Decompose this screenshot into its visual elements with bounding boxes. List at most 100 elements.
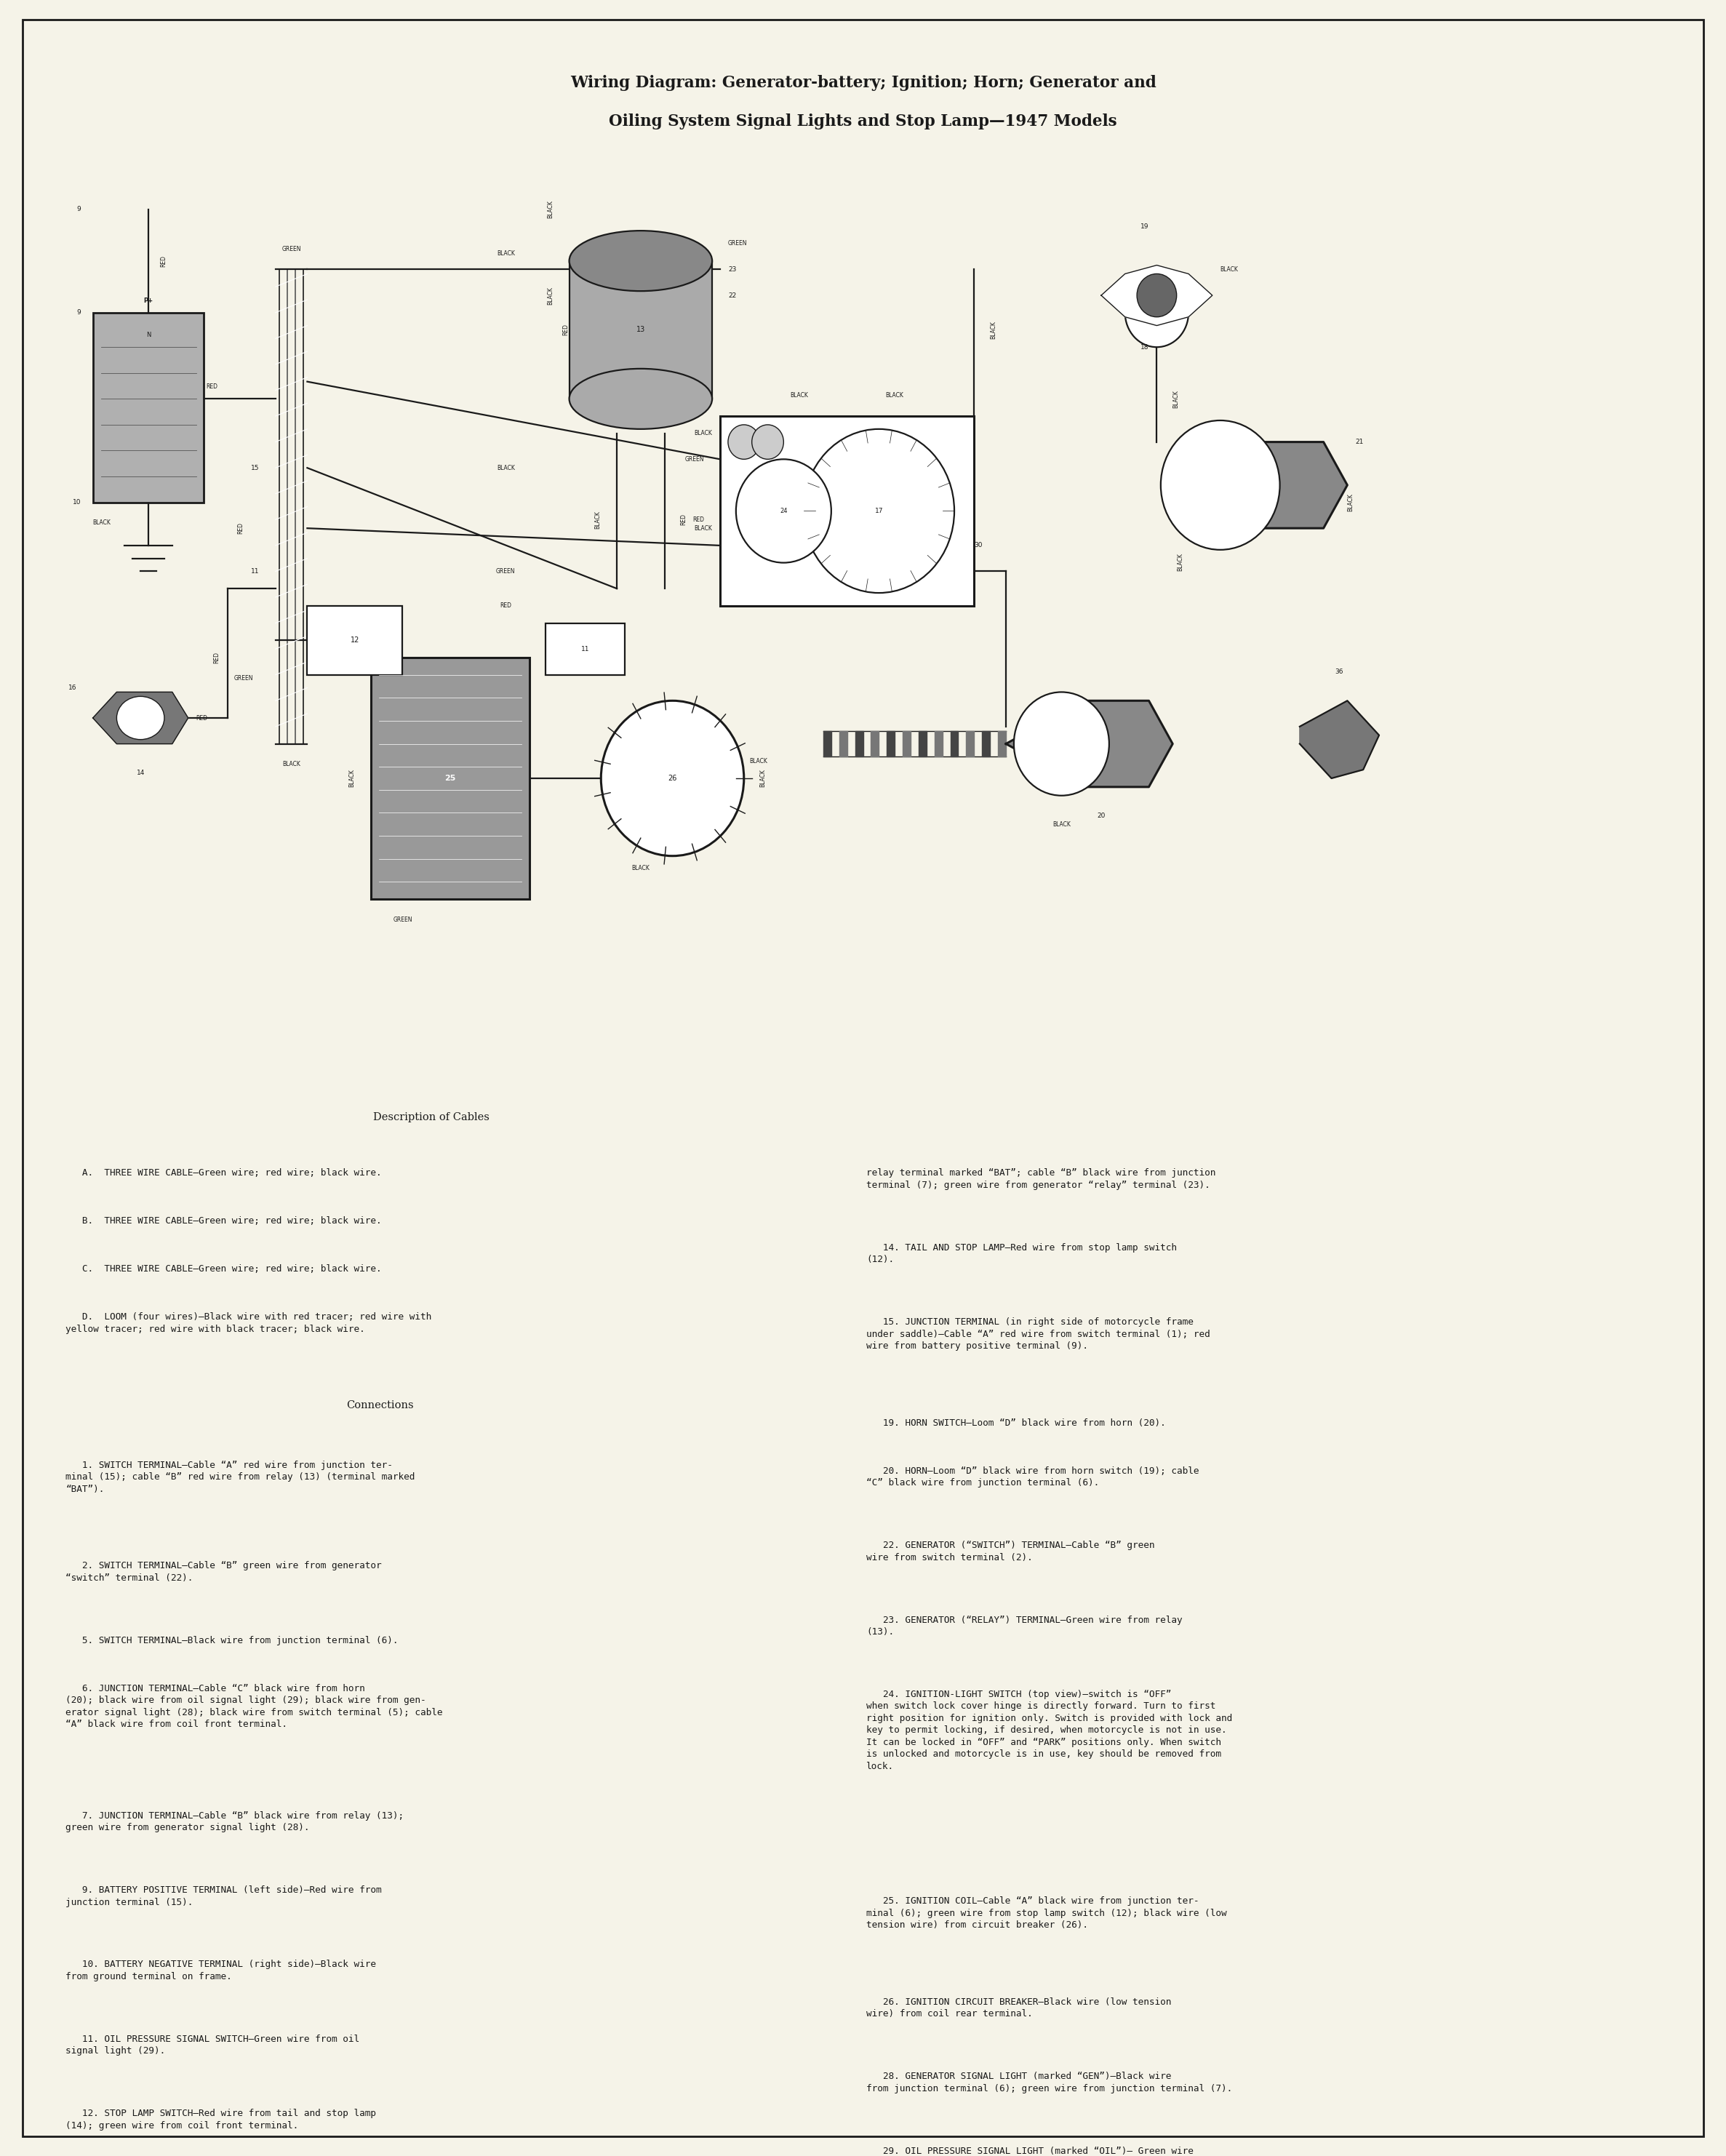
Text: BLACK: BLACK: [694, 524, 713, 533]
Circle shape: [1137, 274, 1177, 317]
FancyBboxPatch shape: [570, 261, 713, 399]
Text: RED: RED: [197, 714, 207, 722]
Text: RED: RED: [205, 384, 217, 390]
Text: Wiring Diagram: Generator-battery; Ignition; Horn; Generator and: Wiring Diagram: Generator-battery; Ignit…: [570, 75, 1156, 91]
Text: 12. STOP LAMP SWITCH—Red wire from tail and stop lamp
(14); green wire from coil: 12. STOP LAMP SWITCH—Red wire from tail …: [66, 2109, 376, 2130]
Text: BLACK: BLACK: [594, 511, 601, 528]
Text: 20: 20: [1098, 813, 1105, 819]
Text: BLACK: BLACK: [349, 770, 356, 787]
Text: Connections: Connections: [345, 1399, 414, 1410]
Text: 24. IGNITION-LIGHT SWITCH (top view)—switch is “OFF”
when switch lock cover hing: 24. IGNITION-LIGHT SWITCH (top view)—swi…: [866, 1690, 1232, 1772]
Circle shape: [804, 429, 954, 593]
Text: BLACK: BLACK: [749, 757, 768, 765]
Text: 1. SWITCH TERMINAL—Cable “A” red wire from junction ter-
minal (15); cable “B” r: 1. SWITCH TERMINAL—Cable “A” red wire fr…: [66, 1460, 414, 1494]
Text: BLACK: BLACK: [694, 429, 713, 438]
Circle shape: [728, 425, 759, 459]
Text: BLACK: BLACK: [1172, 390, 1179, 407]
Circle shape: [753, 425, 784, 459]
Circle shape: [1013, 692, 1110, 796]
FancyBboxPatch shape: [720, 416, 973, 606]
Text: B.  THREE WIRE CABLE—Green wire; red wire; black wire.: B. THREE WIRE CABLE—Green wire; red wire…: [66, 1216, 381, 1227]
Text: GREEN: GREEN: [495, 567, 516, 576]
Ellipse shape: [570, 369, 713, 429]
Text: 25. IGNITION COIL—Cable “A” black wire from junction ter-
minal (6); green wire : 25. IGNITION COIL—Cable “A” black wire f…: [866, 1897, 1227, 1930]
Text: GREEN: GREEN: [235, 675, 254, 681]
Text: 36: 36: [1336, 668, 1343, 675]
Text: 23: 23: [728, 265, 737, 274]
Polygon shape: [1101, 265, 1212, 326]
Text: 23. GENERATOR (“RELAY”) TERMINAL—Green wire from relay
(13).: 23. GENERATOR (“RELAY”) TERMINAL—Green w…: [866, 1615, 1182, 1636]
Text: 22. GENERATOR (“SWITCH”) TERMINAL—Cable “B” green
wire from switch terminal (2).: 22. GENERATOR (“SWITCH”) TERMINAL—Cable …: [866, 1542, 1155, 1563]
Text: 9: 9: [76, 205, 81, 213]
Text: BLACK: BLACK: [632, 865, 649, 871]
Text: 10: 10: [72, 498, 81, 507]
Text: A.  THREE WIRE CABLE—Green wire; red wire; black wire.: A. THREE WIRE CABLE—Green wire; red wire…: [66, 1169, 381, 1177]
Text: BLACK: BLACK: [1177, 554, 1184, 571]
Text: 9. BATTERY POSITIVE TERMINAL (left side)—Red wire from
junction terminal (15).: 9. BATTERY POSITIVE TERMINAL (left side)…: [66, 1886, 381, 1906]
Text: 14. TAIL AND STOP LAMP—Red wire from stop lamp switch
(12).: 14. TAIL AND STOP LAMP—Red wire from sto…: [866, 1244, 1177, 1263]
Text: RED: RED: [680, 513, 687, 526]
Text: 25: 25: [445, 774, 456, 783]
Polygon shape: [1165, 442, 1348, 528]
Text: 21: 21: [1355, 438, 1364, 446]
Text: RED: RED: [214, 651, 219, 664]
Circle shape: [1125, 278, 1189, 347]
Text: BLACK: BLACK: [1220, 265, 1238, 274]
Text: BLACK: BLACK: [497, 464, 514, 472]
Text: N: N: [147, 332, 150, 338]
Text: Oiling System Signal Lights and Stop Lamp—1947 Models: Oiling System Signal Lights and Stop Lam…: [609, 114, 1117, 129]
Text: GREEN: GREEN: [394, 916, 413, 923]
Text: BLACK: BLACK: [547, 201, 554, 218]
Text: 11: 11: [252, 567, 259, 576]
FancyBboxPatch shape: [93, 313, 204, 502]
Text: RED: RED: [501, 602, 511, 610]
Text: GREEN: GREEN: [685, 455, 704, 464]
Text: BLACK: BLACK: [885, 392, 904, 399]
Text: 11. OIL PRESSURE SIGNAL SWITCH—Green wire from oil
signal light (29).: 11. OIL PRESSURE SIGNAL SWITCH—Green wir…: [66, 2035, 359, 2057]
Text: 26: 26: [668, 774, 677, 783]
Text: BLACK: BLACK: [759, 770, 766, 787]
Text: BLACK: BLACK: [283, 761, 300, 768]
Text: P+: P+: [143, 298, 154, 304]
Text: RED: RED: [563, 323, 570, 336]
Text: 19. HORN SWITCH—Loom “D” black wire from horn (20).: 19. HORN SWITCH—Loom “D” black wire from…: [866, 1419, 1167, 1427]
Text: BLACK: BLACK: [1348, 494, 1353, 511]
Text: BLACK: BLACK: [547, 287, 554, 304]
Text: 26. IGNITION CIRCUIT BREAKER—Black wire (low tension
wire) from coil rear termin: 26. IGNITION CIRCUIT BREAKER—Black wire …: [866, 1996, 1172, 2018]
Ellipse shape: [117, 696, 164, 740]
Text: 12: 12: [350, 636, 359, 645]
Text: 30: 30: [973, 541, 982, 550]
Text: GREEN: GREEN: [728, 239, 747, 248]
Text: 6. JUNCTION TERMINAL—Cable “C” black wire from horn
(20); black wire from oil si: 6. JUNCTION TERMINAL—Cable “C” black wir…: [66, 1684, 442, 1729]
Text: RED: RED: [236, 522, 243, 535]
Text: 22: 22: [728, 291, 737, 300]
Text: BLACK: BLACK: [791, 392, 808, 399]
Polygon shape: [1300, 701, 1379, 778]
Text: 19: 19: [1141, 222, 1150, 231]
Text: relay terminal marked “BAT”; cable “B” black wire from junction
terminal (7); gr: relay terminal marked “BAT”; cable “B” b…: [866, 1169, 1215, 1190]
Text: 18: 18: [1141, 343, 1150, 351]
Ellipse shape: [570, 231, 713, 291]
Text: 29. OIL PRESSURE SIGNAL LIGHT (marked “OIL”)— Green wire
from oil pressure signa: 29. OIL PRESSURE SIGNAL LIGHT (marked “O…: [866, 2145, 1210, 2156]
FancyBboxPatch shape: [545, 623, 625, 675]
Text: BLACK: BLACK: [93, 520, 110, 526]
Text: C.  THREE WIRE CABLE—Green wire; red wire; black wire.: C. THREE WIRE CABLE—Green wire; red wire…: [66, 1266, 381, 1274]
Text: 2. SWITCH TERMINAL—Cable “B” green wire from generator
“switch” terminal (22).: 2. SWITCH TERMINAL—Cable “B” green wire …: [66, 1561, 381, 1583]
Text: BLACK: BLACK: [1053, 821, 1070, 828]
Text: 20. HORN—Loom “D” black wire from horn switch (19); cable
“C” black wire from ju: 20. HORN—Loom “D” black wire from horn s…: [866, 1466, 1200, 1488]
Text: BLACK: BLACK: [497, 250, 514, 257]
Text: 15: 15: [252, 464, 259, 472]
Text: 17: 17: [875, 507, 884, 515]
FancyBboxPatch shape: [307, 606, 402, 675]
Text: RED: RED: [161, 254, 167, 267]
Text: GREEN: GREEN: [281, 246, 300, 252]
FancyBboxPatch shape: [371, 658, 530, 899]
Text: 28. GENERATOR SIGNAL LIGHT (marked “GEN”)—Black wire
from junction terminal (6);: 28. GENERATOR SIGNAL LIGHT (marked “GEN”…: [866, 2072, 1232, 2093]
Polygon shape: [1006, 701, 1172, 787]
FancyBboxPatch shape: [22, 19, 1704, 2137]
Text: 13: 13: [637, 326, 646, 334]
Text: 11: 11: [582, 645, 589, 653]
Text: 5. SWITCH TERMINAL—Black wire from junction terminal (6).: 5. SWITCH TERMINAL—Black wire from junct…: [66, 1636, 399, 1645]
Text: 15. JUNCTION TERMINAL (in right side of motorcycle frame
under saddle)—Cable “A”: 15. JUNCTION TERMINAL (in right side of …: [866, 1317, 1210, 1352]
Text: RED: RED: [692, 515, 704, 524]
